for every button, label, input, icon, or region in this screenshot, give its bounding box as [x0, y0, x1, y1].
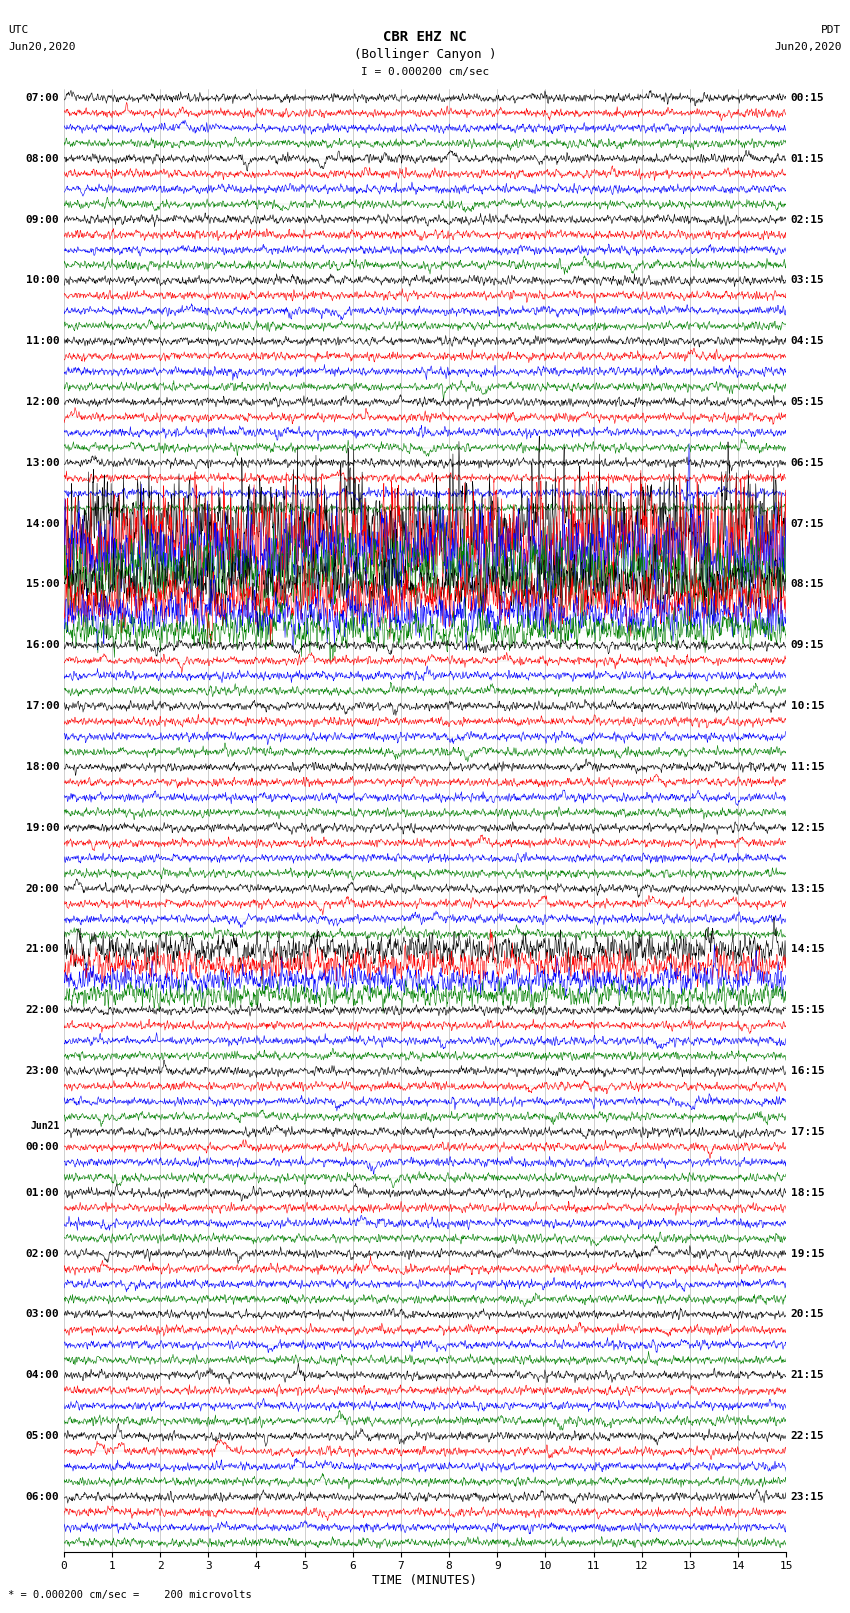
Text: Jun21: Jun21 [30, 1121, 60, 1131]
Text: 02:00: 02:00 [26, 1248, 60, 1258]
Text: * = 0.000200 cm/sec =    200 microvolts: * = 0.000200 cm/sec = 200 microvolts [8, 1590, 252, 1600]
Text: 02:15: 02:15 [790, 215, 824, 224]
Text: 04:00: 04:00 [26, 1371, 60, 1381]
Text: 15:15: 15:15 [790, 1005, 824, 1015]
Text: PDT: PDT [821, 26, 842, 35]
Text: 10:00: 10:00 [26, 276, 60, 286]
Text: 06:00: 06:00 [26, 1492, 60, 1502]
Text: 19:00: 19:00 [26, 823, 60, 832]
Text: 13:15: 13:15 [790, 884, 824, 894]
Text: 09:00: 09:00 [26, 215, 60, 224]
Text: I = 0.000200 cm/sec: I = 0.000200 cm/sec [361, 68, 489, 77]
Text: Jun20,2020: Jun20,2020 [774, 42, 842, 52]
Text: CBR EHZ NC: CBR EHZ NC [383, 29, 467, 44]
Text: 10:15: 10:15 [790, 702, 824, 711]
Text: 00:00: 00:00 [26, 1142, 60, 1152]
Text: Jun20,2020: Jun20,2020 [8, 42, 76, 52]
Text: 20:15: 20:15 [790, 1310, 824, 1319]
Text: 07:15: 07:15 [790, 519, 824, 529]
Text: 14:00: 14:00 [26, 519, 60, 529]
Text: 04:15: 04:15 [790, 336, 824, 347]
Text: (Bollinger Canyon ): (Bollinger Canyon ) [354, 48, 496, 61]
Text: 01:15: 01:15 [790, 153, 824, 163]
Text: 22:15: 22:15 [790, 1431, 824, 1440]
Text: 05:15: 05:15 [790, 397, 824, 406]
X-axis label: TIME (MINUTES): TIME (MINUTES) [372, 1574, 478, 1587]
Text: 05:00: 05:00 [26, 1431, 60, 1440]
Text: 13:00: 13:00 [26, 458, 60, 468]
Text: 17:00: 17:00 [26, 702, 60, 711]
Text: 18:15: 18:15 [790, 1187, 824, 1198]
Text: 16:15: 16:15 [790, 1066, 824, 1076]
Text: 08:00: 08:00 [26, 153, 60, 163]
Text: UTC: UTC [8, 26, 29, 35]
Text: 11:00: 11:00 [26, 336, 60, 347]
Text: 01:00: 01:00 [26, 1187, 60, 1198]
Text: 14:15: 14:15 [790, 945, 824, 955]
Text: 17:15: 17:15 [790, 1127, 824, 1137]
Text: 03:00: 03:00 [26, 1310, 60, 1319]
Text: 15:00: 15:00 [26, 579, 60, 589]
Text: 19:15: 19:15 [790, 1248, 824, 1258]
Text: 21:15: 21:15 [790, 1371, 824, 1381]
Text: 23:00: 23:00 [26, 1066, 60, 1076]
Text: 09:15: 09:15 [790, 640, 824, 650]
Text: 20:00: 20:00 [26, 884, 60, 894]
Text: 12:15: 12:15 [790, 823, 824, 832]
Text: 00:15: 00:15 [790, 94, 824, 103]
Text: 07:00: 07:00 [26, 94, 60, 103]
Text: 22:00: 22:00 [26, 1005, 60, 1015]
Text: 08:15: 08:15 [790, 579, 824, 589]
Text: 12:00: 12:00 [26, 397, 60, 406]
Text: 21:00: 21:00 [26, 945, 60, 955]
Text: 06:15: 06:15 [790, 458, 824, 468]
Text: 03:15: 03:15 [790, 276, 824, 286]
Text: 23:15: 23:15 [790, 1492, 824, 1502]
Text: 11:15: 11:15 [790, 761, 824, 773]
Text: 16:00: 16:00 [26, 640, 60, 650]
Text: 18:00: 18:00 [26, 761, 60, 773]
